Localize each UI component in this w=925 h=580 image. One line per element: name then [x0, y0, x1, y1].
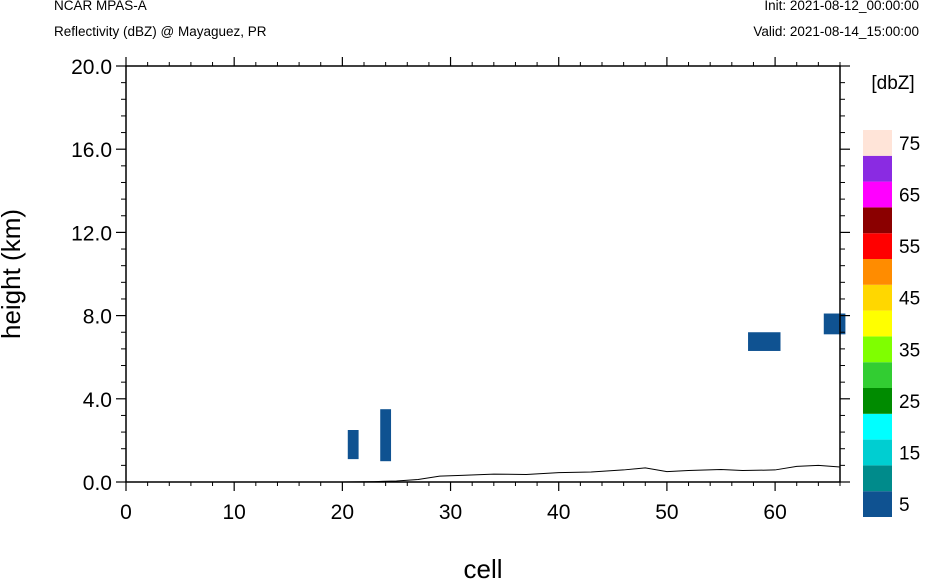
colorbar-label: 65	[899, 186, 920, 207]
y-axis-title: height (km)	[0, 209, 26, 339]
colorbar-label: 35	[899, 340, 920, 361]
colorbar-swatch	[863, 181, 892, 208]
colorbar-swatch	[863, 439, 892, 466]
colorbar-label: 15	[899, 444, 920, 465]
colorbar-swatch	[863, 336, 892, 363]
colorbar-swatch	[863, 207, 892, 234]
colorbar-swatch	[863, 310, 892, 337]
valid-time: Valid: 2021-08-14_15:00:00	[753, 24, 919, 39]
x-tick-label: 60	[763, 501, 786, 524]
plot-frame	[125, 65, 841, 483]
colorbar-swatch	[863, 491, 892, 517]
colorbar-label: 75	[899, 134, 920, 155]
x-tick-label: 40	[547, 501, 570, 524]
terrain-polyline	[126, 464, 841, 483]
y-tick-label: 12.0	[71, 222, 112, 245]
x-tick-label: 20	[331, 501, 354, 524]
reflectivity-cell	[748, 332, 781, 351]
colorbar-label: 25	[899, 392, 920, 413]
reflectivity-cell	[347, 430, 359, 460]
model-title: NCAR MPAS-A	[54, 0, 147, 13]
colorbar-swatch	[863, 259, 892, 285]
reflectivity-cells	[347, 313, 846, 462]
init-time: Init: 2021-08-12_00:00:00	[764, 0, 919, 13]
plot-subtitle: Reflectivity (dBZ) @ Mayaguez, PR	[54, 24, 267, 39]
axes: 0 10 20 30 40 50 60 0.0 4.0 8.0 12.0 16.0 20.0 cell he…	[0, 56, 850, 580]
colorbar-label: 5	[899, 495, 910, 516]
x-tick-label: 30	[439, 501, 462, 524]
x-axis-title: cell	[463, 554, 502, 580]
colorbar: [dbZ] 5 15 25 35 45 55 65 75	[863, 73, 920, 517]
colorbar-swatch	[863, 284, 892, 311]
x-tick-label: 10	[223, 501, 246, 524]
colorbar-swatch	[863, 130, 892, 156]
y-tick-label: 8.0	[83, 306, 112, 329]
colorbar-swatch	[863, 362, 892, 388]
colorbar-title: [dbZ]	[871, 73, 914, 94]
colorbar-label: 45	[899, 289, 920, 310]
y-tick-label: 4.0	[83, 389, 112, 412]
colorbar-swatch	[863, 413, 892, 440]
x-tick-label: 50	[655, 501, 678, 524]
y-tick-label: 20.0	[71, 56, 112, 79]
colorbar-swatch	[863, 388, 892, 414]
colorbar-swatch	[863, 233, 892, 259]
colorbar-swatch	[863, 155, 892, 182]
reflectivity-cell	[823, 313, 846, 335]
y-tick-label: 16.0	[71, 139, 112, 162]
colorbar-swatch	[863, 465, 892, 492]
y-tick-label: 0.0	[83, 472, 112, 495]
reflectivity-cell	[380, 409, 392, 462]
x-tick-label: 0	[120, 501, 132, 524]
terrain-line	[126, 464, 841, 483]
colorbar-label: 55	[899, 237, 920, 258]
